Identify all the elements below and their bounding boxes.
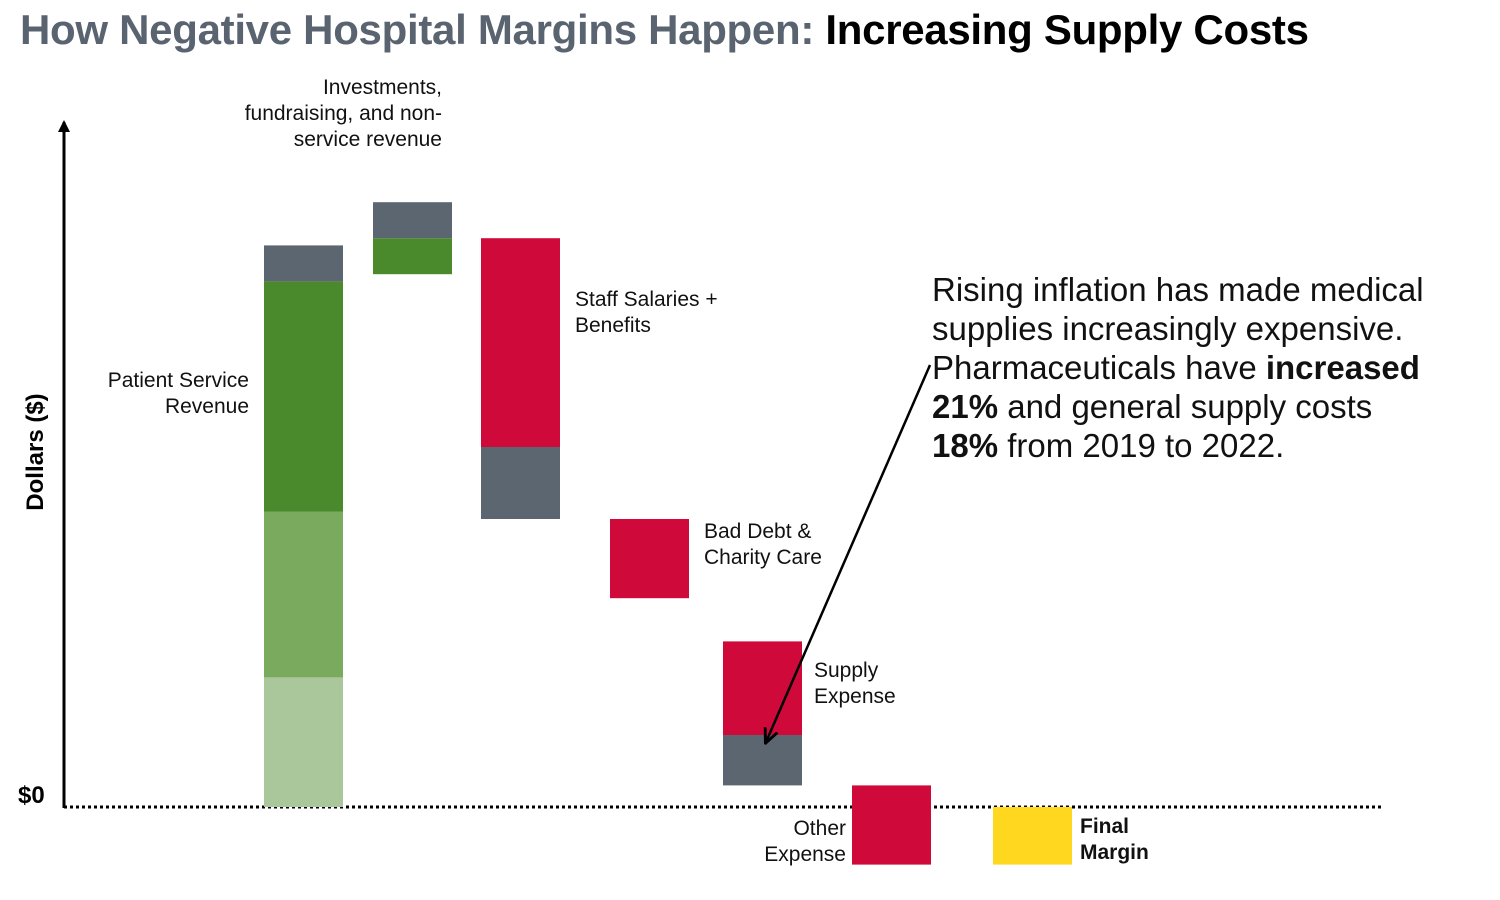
bars-layer <box>264 202 1072 865</box>
bar-patient-service-revenue-segment-2 <box>264 281 343 512</box>
title-prefix: How Negative Hospital Margins Happen: <box>20 6 815 53</box>
chart-title: How Negative Hospital Margins Happen: In… <box>20 4 1309 56</box>
label-line: Supply <box>814 659 879 682</box>
label-line: Charity Care <box>704 546 822 569</box>
label-line: Expense <box>814 685 896 708</box>
annotation-line: Rising inflation has made medical <box>932 271 1424 308</box>
annotation-emphasis: 18% <box>932 427 999 464</box>
category-label-other-expense: Other Expense <box>764 816 846 868</box>
bar-patient-service-revenue-segment-0 <box>264 677 343 807</box>
label-line: Staff Salaries + <box>575 288 718 311</box>
y-axis-label: Dollars ($) <box>22 393 49 511</box>
label-line: Other <box>793 817 846 840</box>
annotation-emphasis: 21% <box>932 388 999 425</box>
label-line: fundraising, and non- <box>244 102 442 125</box>
annotation-line: supplies increasingly expensive. <box>932 310 1404 347</box>
category-label-investments: Investments, fundraising, and non- servi… <box>245 75 442 153</box>
annotation-text-run: and general supply costs <box>998 388 1373 425</box>
category-label-bad-debt: Bad Debt & Charity Care <box>704 519 822 571</box>
annotation-text: Rising inflation has made medical suppli… <box>932 270 1492 465</box>
label-line: Bad Debt & <box>704 520 812 543</box>
label-line: Investments, <box>322 76 442 99</box>
bar-final-margin-segment-0 <box>993 807 1072 865</box>
bar-patient-service-revenue-segment-1 <box>264 511 343 678</box>
label-line: Benefits <box>575 314 651 337</box>
label-line: Final <box>1080 815 1130 838</box>
bar-other-expense-segment-0 <box>852 785 931 865</box>
bar-patient-service-revenue-segment-3 <box>264 245 343 282</box>
label-line: service revenue <box>293 128 442 151</box>
bar-staff-salaries-segment-1 <box>481 447 560 519</box>
label-line: Margin <box>1080 841 1149 864</box>
annotation-text-run: from 2019 to 2022. <box>998 427 1285 464</box>
category-label-staff-salaries: Staff Salaries + Benefits <box>575 287 718 339</box>
annotation-line: 21% and general supply costs <box>932 387 1492 426</box>
label-line: Revenue <box>164 395 249 418</box>
label-line: Expense <box>764 843 846 866</box>
annotation-line: 18% from 2019 to 2022. <box>932 426 1492 465</box>
annotation-emphasis: increased <box>1265 349 1420 386</box>
category-label-patient-service-revenue: Patient Service Revenue <box>108 368 249 420</box>
category-label-final-margin: Final Margin <box>1080 814 1149 866</box>
annotation-arrow <box>766 364 932 742</box>
annotation-text-run: Pharmaceuticals have <box>932 349 1266 386</box>
title-highlight: Increasing Supply Costs <box>825 6 1309 53</box>
bar-bad-debt-segment-0 <box>610 519 689 599</box>
bar-investments-segment-0 <box>373 238 452 275</box>
y-axis-zero-label: $0 <box>18 782 45 809</box>
bar-investments-segment-1 <box>373 202 452 239</box>
bar-staff-salaries-segment-0 <box>481 238 560 447</box>
annotation-line: Pharmaceuticals have increased <box>932 348 1492 387</box>
bar-supply-expense-segment-1 <box>723 735 802 786</box>
label-line: Patient Service <box>107 369 249 392</box>
category-label-supply-expense: Supply Expense <box>814 658 896 710</box>
